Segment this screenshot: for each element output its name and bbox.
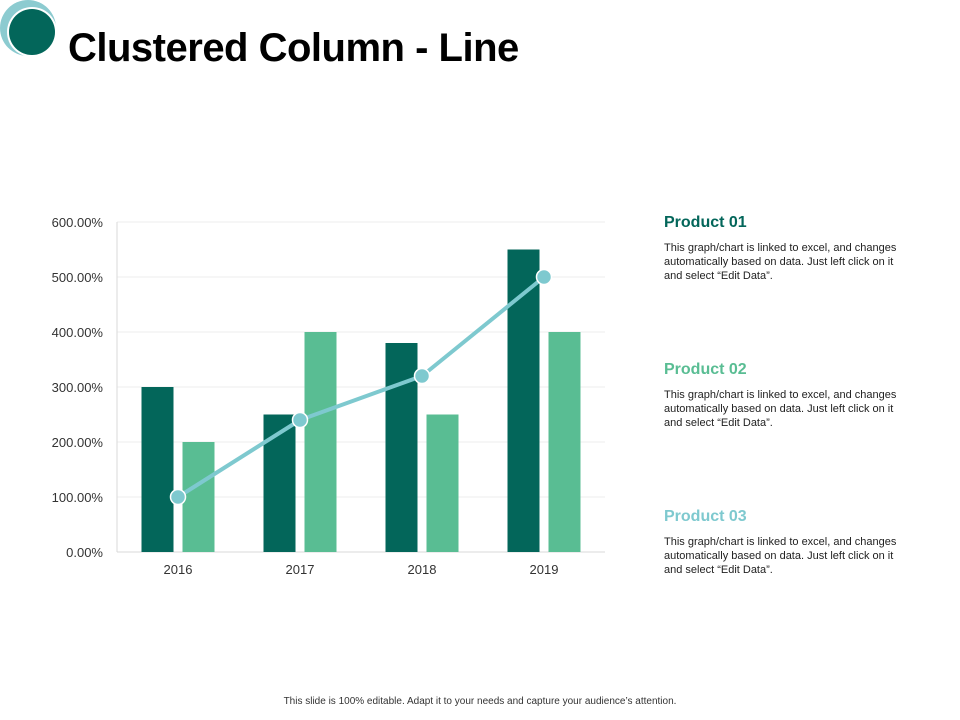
x-axis-ticks: 2016 2017 2018 2019	[164, 562, 559, 577]
y-tick-label: 600.00%	[52, 215, 104, 230]
x-tick-label: 2017	[286, 562, 315, 577]
line-point-2016	[169, 488, 187, 506]
product-01-name: Product 01	[664, 214, 747, 231]
line-point-2018	[413, 367, 431, 385]
x-tick-label: 2016	[164, 562, 193, 577]
product-03-block: Product 03 This graph/chart is linked to…	[664, 508, 914, 577]
logo-icon	[0, 0, 57, 57]
bar-series-2-2019	[548, 332, 581, 552]
product-01-block: Product 01 This graph/chart is linked to…	[664, 214, 914, 283]
y-axis-ticks: 0.00% 100.00% 200.00% 300.00% 400.00% 500.00%…	[52, 215, 104, 560]
line-point-2017	[291, 411, 309, 429]
page-title: Clustered Column - Line	[68, 26, 519, 70]
bars	[141, 249, 581, 552]
bar-series-2-2016	[182, 442, 215, 552]
line-point-2019	[535, 268, 553, 286]
y-tick-label: 200.00%	[52, 435, 104, 450]
product-02-block: Product 02 This graph/chart is linked to…	[664, 361, 914, 430]
y-tick-label: 0.00%	[66, 545, 103, 560]
footer-note: This slide is 100% editable. Adapt it to…	[283, 696, 677, 707]
x-tick-label: 2018	[408, 562, 437, 577]
product-03-description: This graph/chart is linked to excel, and…	[664, 536, 897, 576]
y-tick-label: 300.00%	[52, 380, 104, 395]
x-tick-label: 2019	[530, 562, 559, 577]
line-series-path	[176, 275, 546, 499]
product-01-description: This graph/chart is linked to excel, and…	[664, 242, 897, 282]
line-series	[169, 268, 553, 506]
bar-series-1-2016	[141, 387, 174, 552]
bar-series-1-2018	[385, 343, 418, 552]
product-02-name: Product 02	[664, 361, 747, 378]
y-tick-label: 400.00%	[52, 325, 104, 340]
y-tick-label: 500.00%	[52, 270, 104, 285]
product-02-description: This graph/chart is linked to excel, and…	[664, 389, 897, 429]
y-tick-label: 100.00%	[52, 490, 104, 505]
bar-series-2-2017	[304, 332, 337, 552]
bar-series-2-2018	[426, 414, 459, 552]
product-03-name: Product 03	[664, 508, 747, 525]
